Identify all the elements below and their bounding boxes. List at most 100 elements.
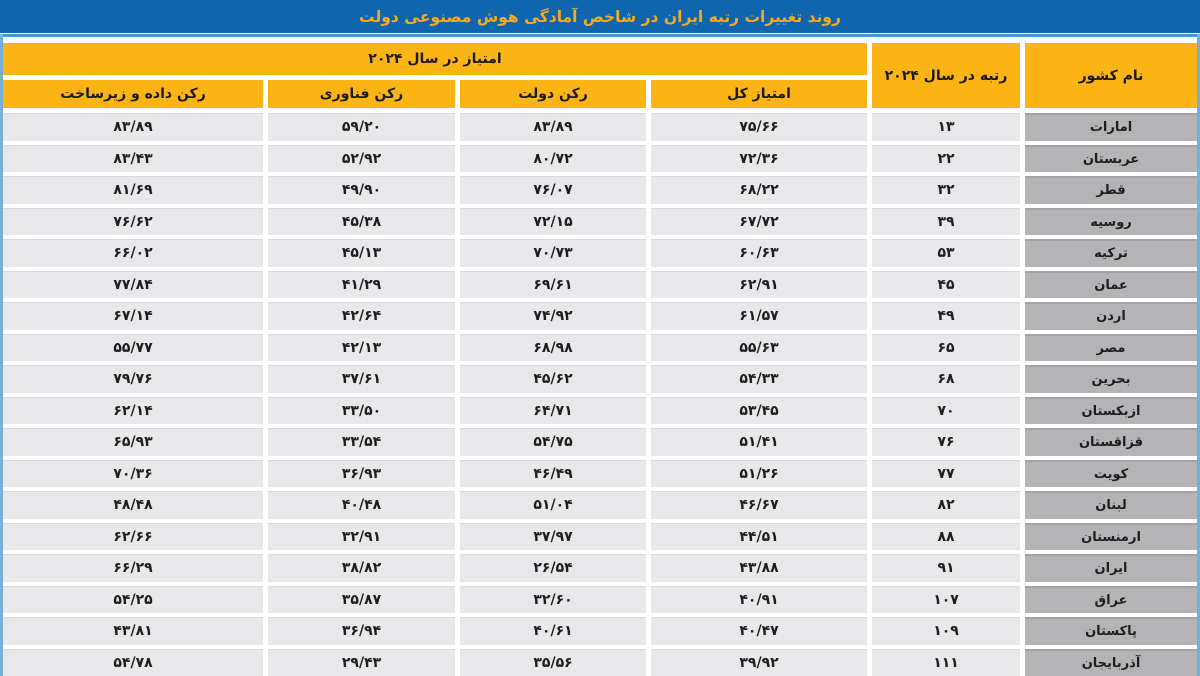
table-row: ایران ۹۱ ۴۳/۸۸ ۲۶/۵۴ ۳۸/۸۲ ۶۶/۲۹ xyxy=(3,554,1197,582)
country-cell: بحرین xyxy=(1025,365,1197,393)
total-score-cell: ۶۲/۹۱ xyxy=(651,270,867,298)
rank-cell: ۱۰۷ xyxy=(872,585,1020,613)
gov-pillar-cell: ۴۶/۴۹ xyxy=(460,459,646,487)
total-score-cell: ۶۰/۶۳ xyxy=(651,239,867,267)
tech-pillar-cell: ۳۳/۵۰ xyxy=(268,396,455,424)
total-score-cell: ۷۵/۶۶ xyxy=(651,113,867,141)
tech-pillar-cell: ۴۵/۳۸ xyxy=(268,207,455,235)
tech-pillar-cell: ۴۲/۶۴ xyxy=(268,302,455,330)
table-row: روسیه ۳۹ ۶۷/۷۲ ۷۲/۱۵ ۴۵/۳۸ ۷۶/۶۲ xyxy=(3,207,1197,235)
data-infra-pillar-cell: ۸۱/۶۹ xyxy=(3,176,263,204)
rank-cell: ۵۳ xyxy=(872,239,1020,267)
data-infra-pillar-cell: ۸۳/۴۳ xyxy=(3,144,263,172)
gov-pillar-cell: ۳۵/۵۶ xyxy=(460,648,646,676)
table-row: ازبکستان ۷۰ ۵۳/۴۵ ۶۴/۷۱ ۳۳/۵۰ ۶۲/۱۴ xyxy=(3,396,1197,424)
table-row: بحرین ۶۸ ۵۴/۳۳ ۴۵/۶۲ ۳۷/۶۱ ۷۹/۷۶ xyxy=(3,365,1197,393)
rank-cell: ۷۰ xyxy=(872,396,1020,424)
tech-pillar-cell: ۳۵/۸۷ xyxy=(268,585,455,613)
table-row: ترکیه ۵۳ ۶۰/۶۳ ۷۰/۷۳ ۴۵/۱۳ ۶۶/۰۲ xyxy=(3,239,1197,267)
total-score-cell: ۴۰/۴۷ xyxy=(651,617,867,645)
data-infra-pillar-cell: ۸۳/۸۹ xyxy=(3,113,263,141)
header-country: نام کشور xyxy=(1025,43,1197,108)
total-score-cell: ۵۴/۳۳ xyxy=(651,365,867,393)
header-tech-pillar: رکن فناوری xyxy=(268,80,455,108)
total-score-cell: ۶۷/۷۲ xyxy=(651,207,867,235)
total-score-cell: ۷۲/۳۶ xyxy=(651,144,867,172)
country-cell: مصر xyxy=(1025,333,1197,361)
country-cell: روسیه xyxy=(1025,207,1197,235)
total-score-cell: ۶۱/۵۷ xyxy=(651,302,867,330)
data-infra-pillar-cell: ۵۵/۷۷ xyxy=(3,333,263,361)
gov-pillar-cell: ۷۴/۹۲ xyxy=(460,302,646,330)
country-cell: عمان xyxy=(1025,270,1197,298)
total-score-cell: ۵۱/۲۶ xyxy=(651,459,867,487)
gov-pillar-cell: ۶۸/۹۸ xyxy=(460,333,646,361)
rank-cell: ۱۰۹ xyxy=(872,617,1020,645)
gov-pillar-cell: ۷۲/۱۵ xyxy=(460,207,646,235)
table-row: مصر ۶۵ ۵۵/۶۳ ۶۸/۹۸ ۴۲/۱۳ ۵۵/۷۷ xyxy=(3,333,1197,361)
data-infra-pillar-cell: ۷۰/۳۶ xyxy=(3,459,263,487)
rank-cell: ۶۵ xyxy=(872,333,1020,361)
table-row: ارمنستان ۸۸ ۴۴/۵۱ ۳۷/۹۷ ۳۲/۹۱ ۶۲/۶۶ xyxy=(3,522,1197,550)
tech-pillar-cell: ۳۶/۹۳ xyxy=(268,459,455,487)
tech-pillar-cell: ۳۷/۶۱ xyxy=(268,365,455,393)
data-infra-pillar-cell: ۴۸/۴۸ xyxy=(3,491,263,519)
data-infra-pillar-cell: ۶۷/۱۴ xyxy=(3,302,263,330)
country-cell: ایران xyxy=(1025,554,1197,582)
country-cell: عربستان xyxy=(1025,144,1197,172)
page-title: روند تغییرات رتبه ایران در شاخص آمادگی ه… xyxy=(359,7,841,26)
tech-pillar-cell: ۴۲/۱۳ xyxy=(268,333,455,361)
header-data-infra-pillar: رکن داده و زیرساخت xyxy=(3,80,263,108)
accent-line xyxy=(0,34,1200,37)
rank-cell: ۱۳ xyxy=(872,113,1020,141)
tech-pillar-cell: ۴۹/۹۰ xyxy=(268,176,455,204)
rank-cell: ۶۸ xyxy=(872,365,1020,393)
country-cell: امارات xyxy=(1025,113,1197,141)
rank-cell: ۳۹ xyxy=(872,207,1020,235)
country-cell: قزاقستان xyxy=(1025,428,1197,456)
rank-cell: ۴۵ xyxy=(872,270,1020,298)
data-infra-pillar-cell: ۷۹/۷۶ xyxy=(3,365,263,393)
rank-cell: ۳۲ xyxy=(872,176,1020,204)
tech-pillar-cell: ۵۹/۲۰ xyxy=(268,113,455,141)
data-infra-pillar-cell: ۶۶/۲۹ xyxy=(3,554,263,582)
gov-pillar-cell: ۶۴/۷۱ xyxy=(460,396,646,424)
tech-pillar-cell: ۴۵/۱۳ xyxy=(268,239,455,267)
table-body: امارات ۱۳ ۷۵/۶۶ ۸۳/۸۹ ۵۹/۲۰ ۸۳/۸۹ عربستان ۲۲ ۷۲/… xyxy=(3,113,1197,676)
country-cell: ازبکستان xyxy=(1025,396,1197,424)
title-banner: روند تغییرات رتبه ایران در شاخص آمادگی ه… xyxy=(0,0,1200,33)
gov-pillar-cell: ۳۲/۶۰ xyxy=(460,585,646,613)
header-score-2024-group: امتیاز در سال ۲۰۲۴ xyxy=(3,43,867,75)
table-row: اردن ۴۹ ۶۱/۵۷ ۷۴/۹۲ ۴۲/۶۴ ۶۷/۱۴ xyxy=(3,302,1197,330)
table-row: کویت ۷۷ ۵۱/۲۶ ۴۶/۴۹ ۳۶/۹۳ ۷۰/۳۶ xyxy=(3,459,1197,487)
data-infra-pillar-cell: ۷۷/۸۴ xyxy=(3,270,263,298)
gov-pillar-cell: ۴۵/۶۲ xyxy=(460,365,646,393)
gov-pillar-cell: ۵۴/۷۵ xyxy=(460,428,646,456)
country-cell: ارمنستان xyxy=(1025,522,1197,550)
gov-pillar-cell: ۲۶/۵۴ xyxy=(460,554,646,582)
country-cell: اردن xyxy=(1025,302,1197,330)
data-infra-pillar-cell: ۶۲/۶۶ xyxy=(3,522,263,550)
tech-pillar-cell: ۳۸/۸۲ xyxy=(268,554,455,582)
total-score-cell: ۴۰/۹۱ xyxy=(651,585,867,613)
total-score-cell: ۳۹/۹۲ xyxy=(651,648,867,676)
table-row: عربستان ۲۲ ۷۲/۳۶ ۸۰/۷۲ ۵۲/۹۲ ۸۳/۴۳ xyxy=(3,144,1197,172)
tech-pillar-cell: ۲۹/۴۳ xyxy=(268,648,455,676)
tech-pillar-cell: ۳۳/۵۴ xyxy=(268,428,455,456)
table-row: عراق ۱۰۷ ۴۰/۹۱ ۳۲/۶۰ ۳۵/۸۷ ۵۴/۲۵ xyxy=(3,585,1197,613)
data-infra-pillar-cell: ۴۳/۸۱ xyxy=(3,617,263,645)
table-row: قطر ۳۲ ۶۸/۲۲ ۷۶/۰۷ ۴۹/۹۰ ۸۱/۶۹ xyxy=(3,176,1197,204)
rank-cell: ۷۶ xyxy=(872,428,1020,456)
rank-cell: ۱۱۱ xyxy=(872,648,1020,676)
gov-pillar-cell: ۴۰/۶۱ xyxy=(460,617,646,645)
country-cell: لبنان xyxy=(1025,491,1197,519)
header-rank-2024: رتبه در سال ۲۰۲۴ xyxy=(872,43,1020,108)
gov-pillar-cell: ۳۷/۹۷ xyxy=(460,522,646,550)
total-score-cell: ۴۳/۸۸ xyxy=(651,554,867,582)
gov-pillar-cell: ۵۱/۰۴ xyxy=(460,491,646,519)
country-cell: آذربایجان xyxy=(1025,648,1197,676)
table-row: آذربایجان ۱۱۱ ۳۹/۹۲ ۳۵/۵۶ ۲۹/۴۳ ۵۴/۷۸ xyxy=(3,648,1197,676)
total-score-cell: ۶۸/۲۲ xyxy=(651,176,867,204)
header-gov-pillar: رکن دولت xyxy=(460,80,646,108)
